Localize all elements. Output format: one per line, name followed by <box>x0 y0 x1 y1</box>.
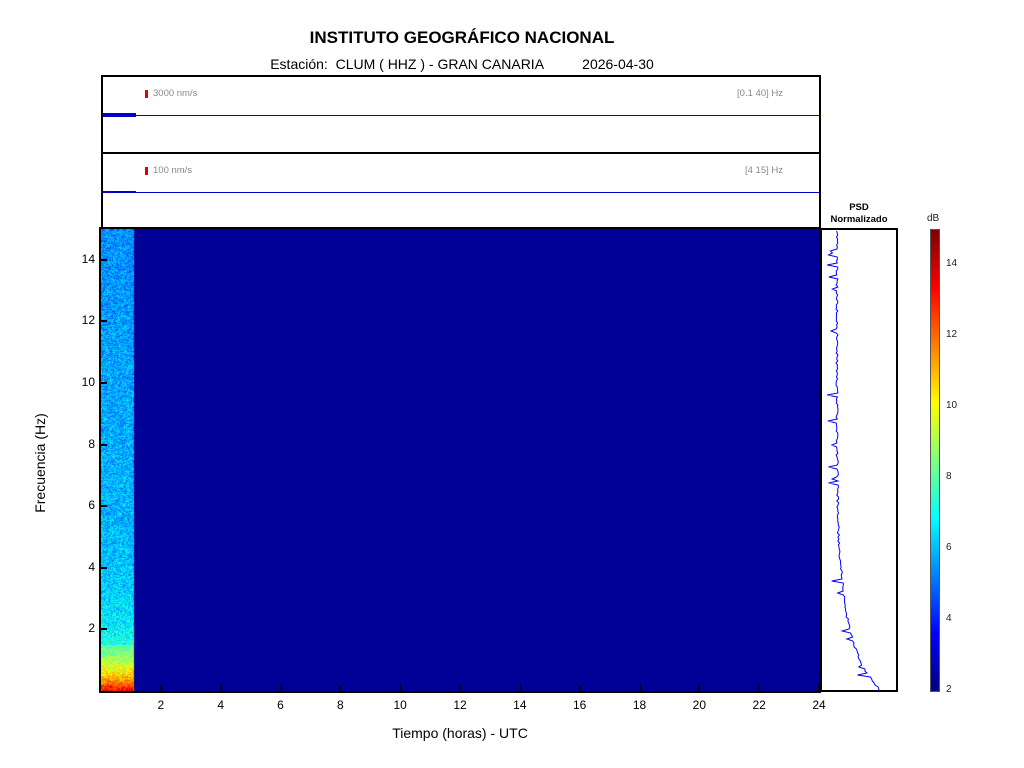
trace-panel-filtered: 100 nm/s [4 15] Hz <box>101 152 821 231</box>
x-tick-mark <box>579 685 581 691</box>
x-tick-label: 22 <box>744 698 774 712</box>
band-label: [4 15] Hz <box>745 165 783 176</box>
y-tick-mark <box>101 320 107 322</box>
x-tick-mark <box>220 685 222 691</box>
y-tick-label: 8 <box>65 437 95 451</box>
x-tick-mark <box>339 685 341 691</box>
x-tick-label: 6 <box>266 698 296 712</box>
y-tick-mark <box>101 567 107 569</box>
y-tick-mark <box>101 628 107 630</box>
y-tick-mark <box>101 259 107 261</box>
colorbar-tick-label: 6 <box>946 542 952 553</box>
x-tick-mark <box>519 685 521 691</box>
x-tick-mark <box>459 685 461 691</box>
colorbar-tick-label: 2 <box>946 684 952 695</box>
y-tick-mark <box>101 505 107 507</box>
x-tick-mark <box>160 685 162 691</box>
scale-marker <box>145 90 148 98</box>
y-tick-label: 6 <box>65 498 95 512</box>
scale-label: 100 nm/s <box>153 165 192 176</box>
x-tick-mark <box>698 685 700 691</box>
x-tick-label: 8 <box>325 698 355 712</box>
x-tick-label: 16 <box>565 698 595 712</box>
x-tick-mark <box>639 685 641 691</box>
colorbar-tick-label: 4 <box>946 613 952 624</box>
seismic-trace <box>103 115 819 116</box>
y-tick-label: 2 <box>65 621 95 635</box>
x-tick-label: 12 <box>445 698 475 712</box>
seismic-trace-activity <box>103 191 136 193</box>
trace-panel-broadband: 3000 nm/s [0.1 40] Hz <box>101 75 821 155</box>
x-tick-mark <box>758 685 760 691</box>
station-subtitle: Estación: CLUM ( HHZ ) - GRAN CANARIA 20… <box>0 56 924 72</box>
scale-label: 3000 nm/s <box>153 88 197 99</box>
colorbar-tick-label: 10 <box>946 400 957 411</box>
y-tick-label: 14 <box>65 252 95 266</box>
colorbar-tick-label: 8 <box>946 471 952 482</box>
y-tick-mark <box>101 382 107 384</box>
x-tick-label: 10 <box>385 698 415 712</box>
x-tick-label: 14 <box>505 698 535 712</box>
colorbar-label: dB <box>927 213 939 224</box>
x-tick-label: 2 <box>146 698 176 712</box>
x-tick-label: 18 <box>625 698 655 712</box>
x-tick-mark <box>280 685 282 691</box>
spectrogram-frame <box>99 227 821 693</box>
y-tick-mark <box>101 444 107 446</box>
psd-title: PSD Normalizado <box>815 202 903 226</box>
colorbar-tick-label: 14 <box>946 258 957 269</box>
x-tick-mark <box>399 685 401 691</box>
y-tick-label: 10 <box>65 375 95 389</box>
x-tick-label: 4 <box>206 698 236 712</box>
x-tick-label: 24 <box>804 698 834 712</box>
x-axis-label: Tiempo (horas) - UTC <box>101 725 819 741</box>
band-label: [0.1 40] Hz <box>737 88 783 99</box>
colorbar-tick-label: 12 <box>946 329 957 340</box>
scale-marker <box>145 167 148 175</box>
y-tick-label: 4 <box>65 560 95 574</box>
seismic-trace <box>103 192 819 193</box>
seismic-trace-activity <box>103 113 136 117</box>
figure-title: INSTITUTO GEOGRÁFICO NACIONAL <box>0 28 924 48</box>
y-axis-label: Frecuencia (Hz) <box>32 383 48 543</box>
psd-frame <box>821 229 897 691</box>
x-tick-label: 20 <box>684 698 714 712</box>
psd-panel <box>819 227 899 693</box>
colorbar <box>930 229 940 692</box>
y-tick-label: 12 <box>65 313 95 327</box>
